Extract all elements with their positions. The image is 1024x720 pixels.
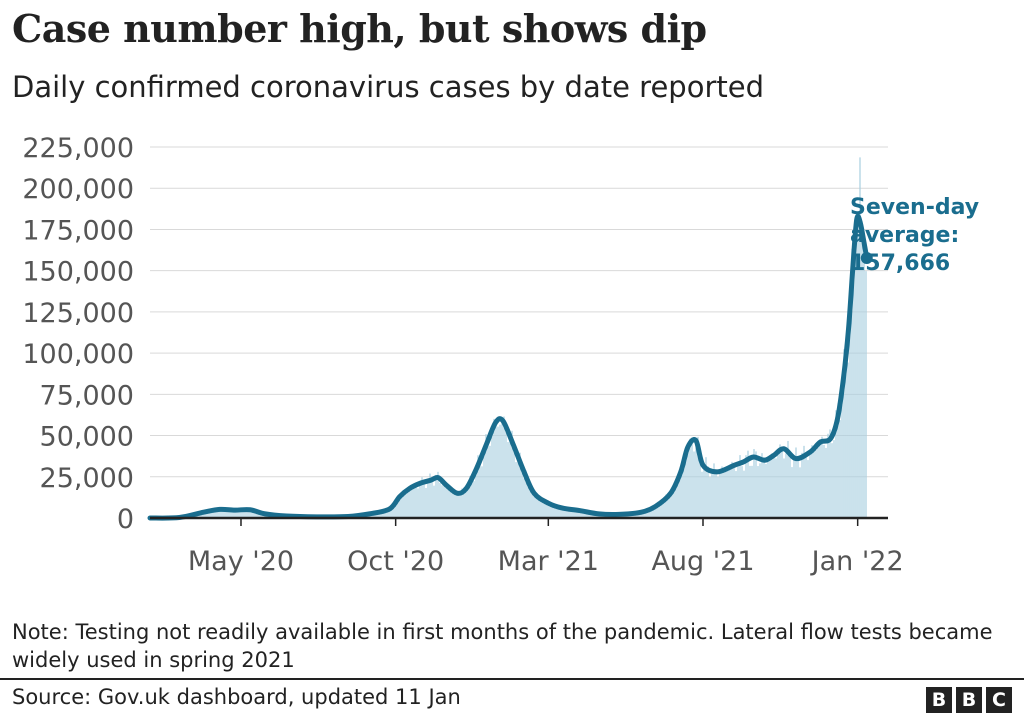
chart-area: 0 25,000 50,000 75,000 100,000 125,000 150,000…	[22, 133, 979, 577]
source-text: Source: Gov.uk dashboard, updated 11 Jan	[12, 685, 461, 709]
y-tick-label: 175,000	[22, 215, 134, 246]
bbc-logo-letter: B	[956, 687, 982, 713]
annotation-line-2: average:	[850, 223, 959, 248]
bbc-logo-letter: C	[986, 687, 1012, 713]
x-tick-label: Mar '21	[498, 546, 599, 577]
tick-labels: 0 25,000 50,000 75,000 100,000 125,000 150,000…	[22, 133, 903, 577]
daily-case-bars	[153, 157, 867, 518]
annotation-line-3: 157,666	[850, 251, 950, 276]
x-tick-label: May '20	[188, 546, 294, 577]
y-tick-label: 25,000	[40, 463, 134, 494]
latest-value-marker	[860, 252, 873, 265]
seven-day-average-path	[147, 213, 870, 521]
annotation: Seven-day average: 157,666	[850, 195, 979, 276]
x-tick-label: Oct '20	[347, 546, 444, 577]
x-tick-label: Jan '22	[810, 546, 904, 577]
annotation-line-1: Seven-day	[850, 195, 979, 220]
y-tick-label: 50,000	[40, 422, 134, 453]
bbc-logo-letter: B	[926, 687, 952, 713]
bbc-logo: B B C	[926, 687, 1012, 713]
y-tick-label: 200,000	[22, 174, 134, 205]
footnote: Note: Testing not readily available in f…	[12, 620, 993, 672]
seven-day-average-line	[147, 213, 873, 521]
y-tick-label: 225,000	[22, 133, 134, 164]
grid-lines	[150, 146, 888, 478]
chart-subtitle: Daily confirmed coronavirus cases by dat…	[12, 70, 764, 104]
y-tick-label: 125,000	[22, 298, 134, 329]
y-tick-label: 100,000	[22, 339, 134, 370]
axes	[150, 516, 888, 526]
y-tick-label: 75,000	[40, 380, 134, 411]
footer-divider	[0, 678, 1024, 680]
y-tick-label: 0	[117, 504, 134, 535]
y-tick-label: 150,000	[22, 257, 134, 288]
chart-title: Case number high, but shows dip	[12, 6, 707, 51]
x-tick-label: Aug '21	[651, 546, 754, 577]
